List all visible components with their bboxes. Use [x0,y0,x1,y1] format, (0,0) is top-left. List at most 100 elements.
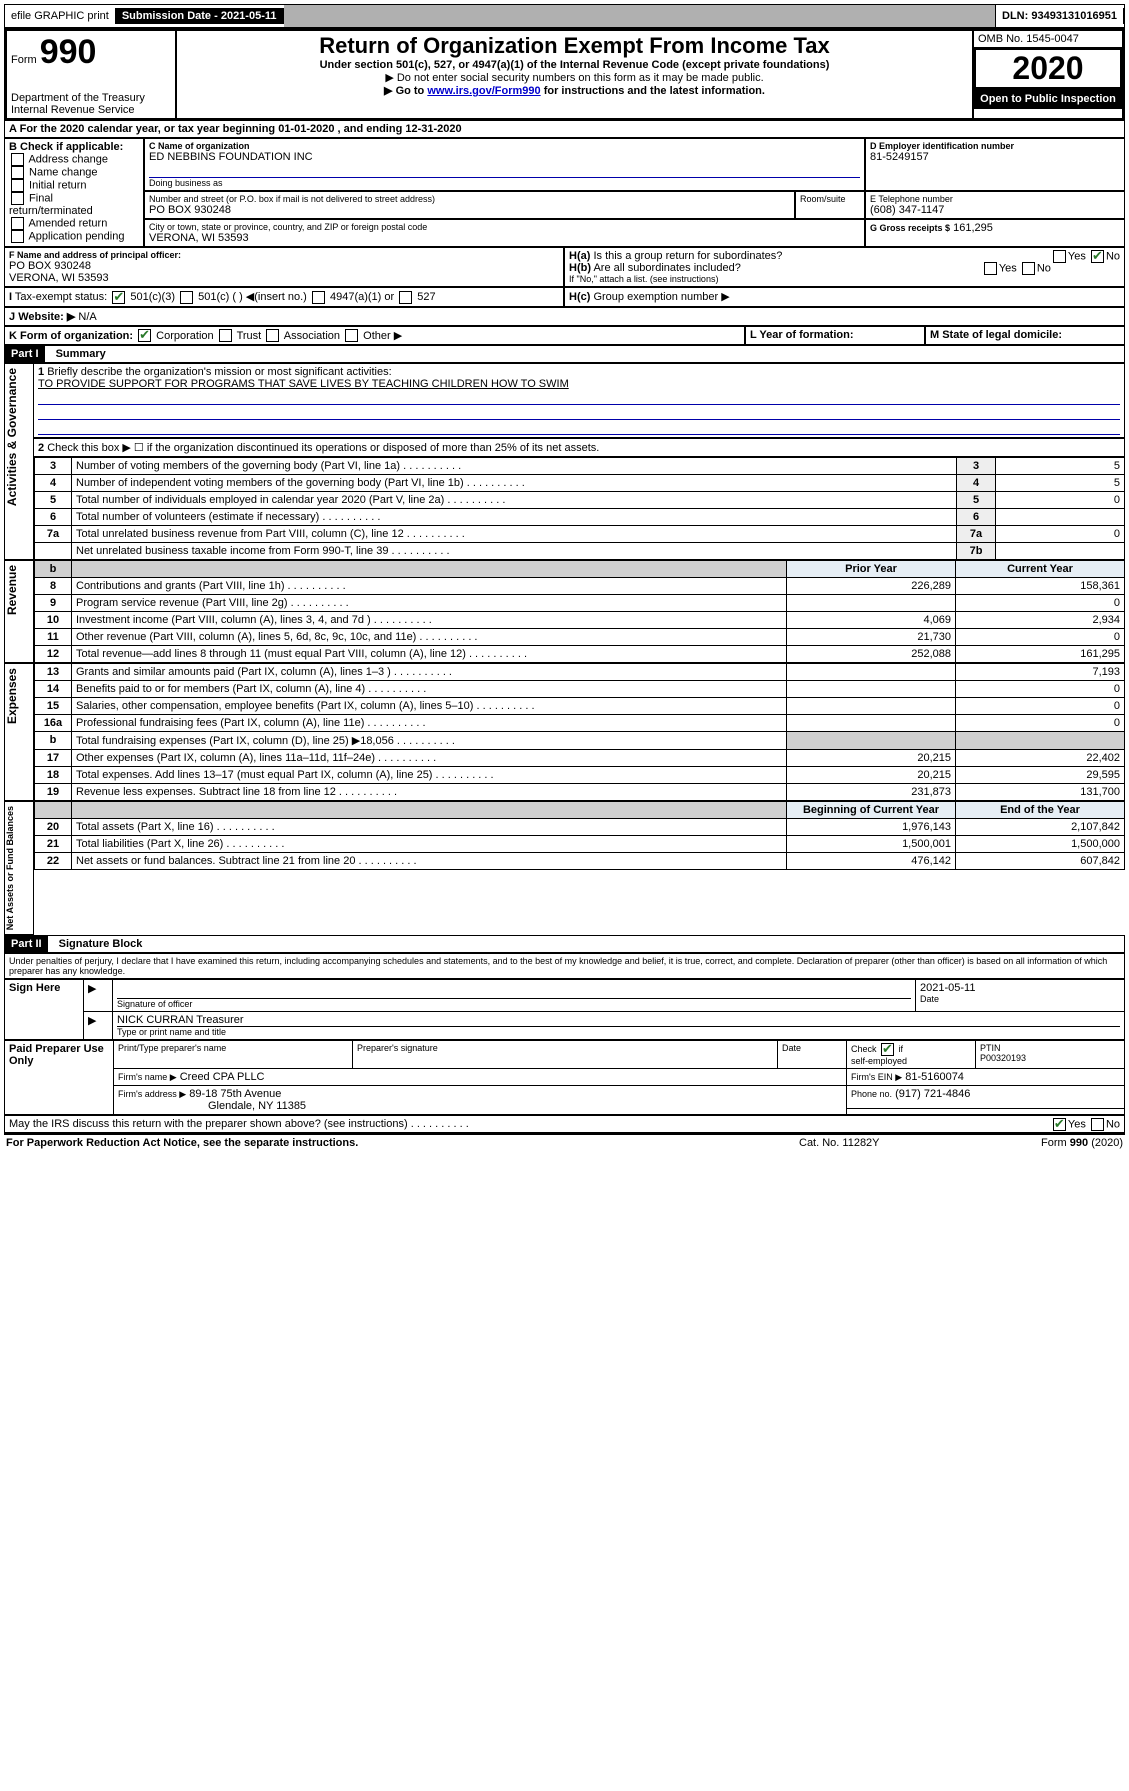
net-vlabel: Net Assets or Fund Balances [5,802,15,934]
i-opt-1: 501(c) ( ) ◀(insert no.) [198,291,307,303]
part-i-header: Part I [5,346,45,362]
c-label: C Name of organization [149,141,860,151]
officer-signature-line[interactable] [117,982,911,999]
data-line: 9Program service revenue (Part VIII, lin… [35,595,1125,612]
discuss-q: May the IRS discuss this return with the… [9,1118,408,1130]
firm-addr-label: Firm's address ▶ [118,1089,186,1099]
summary-line: Net unrelated business taxable income fr… [35,543,1125,560]
h-b-text: Are all subordinates included? [593,262,740,274]
b-checkbox[interactable] [11,230,24,243]
firm-ein: 81-5160074 [905,1071,964,1083]
h-a-text: Is this a group return for subordinates? [593,250,782,262]
addr-label: Number and street (or P.O. box if mail i… [149,194,790,204]
officer-line1: PO BOX 930248 [9,260,559,272]
ein-value: 81-5249157 [870,151,1120,163]
dba-label: Doing business as [149,178,860,188]
k-corp-checkbox[interactable] [138,329,151,342]
firm-ein-label: Firm's EIN ▶ [851,1072,902,1082]
hb-no-checkbox[interactable] [1022,262,1035,275]
data-line: 22Net assets or fund balances. Subtract … [35,853,1125,870]
b-checkbox[interactable] [11,192,24,205]
b-checkbox[interactable] [11,179,24,192]
netassets-table: Beginning of Current Year End of the Yea… [34,801,1125,870]
ptin-value: P00320193 [980,1053,1026,1063]
h-c: Group exemption number ▶ [593,291,729,303]
col-current: Current Year [956,561,1125,578]
officer-line2: VERONA, WI 53593 [9,272,559,284]
revenue-table: b Prior Year Current Year 8Contributions… [34,560,1125,663]
ha-yes-checkbox[interactable] [1053,250,1066,263]
part-ii-title: Signature Block [51,938,143,950]
b-item: Amended return [9,217,139,230]
goto-pre: ▶ Go to [384,85,427,97]
i-501c-checkbox[interactable] [180,291,193,304]
telephone: (608) 347-1147 [870,204,1120,216]
gross-receipts: 161,295 [953,222,993,234]
paid-preparer-table: Paid Preparer Use Only Print/Type prepar… [4,1040,1125,1115]
h-b-note: If "No," attach a list. (see instruction… [569,274,1120,284]
b-checkbox[interactable] [11,166,24,179]
pra-notice: For Paperwork Reduction Act Notice, see … [4,1135,797,1151]
b-item: Address change [9,153,139,166]
col-begin: Beginning of Current Year [787,802,956,819]
hb-yes-checkbox[interactable] [984,262,997,275]
discuss-no-checkbox[interactable] [1091,1118,1104,1131]
data-line: 17Other expenses (Part IX, column (A), l… [35,750,1125,767]
phone-label: Phone no. [851,1089,892,1099]
perjury-statement: Under penalties of perjury, I declare th… [4,953,1125,979]
q2-text: Check this box ▶ ☐ if the organization d… [47,442,599,454]
i-opt-2: 4947(a)(1) or [330,291,394,303]
website-value: N/A [78,311,96,323]
data-line: 14Benefits paid to or for members (Part … [35,681,1125,698]
efile-label: efile GRAPHIC print [5,8,116,24]
goto-post: for instructions and the latest informat… [544,85,765,97]
k-other-checkbox[interactable] [345,329,358,342]
i-4947-checkbox[interactable] [312,291,325,304]
i-527-checkbox[interactable] [399,291,412,304]
col-end: End of the Year [956,802,1125,819]
k-assoc-checkbox[interactable] [266,329,279,342]
data-line: 16aProfessional fundraising fees (Part I… [35,715,1125,732]
form-number: 990 [40,33,97,71]
data-line: 13Grants and similar amounts paid (Part … [35,664,1125,681]
cat-no: Cat. No. 11282Y [797,1135,961,1151]
b-checkbox[interactable] [11,217,24,230]
topbar-spacer [284,5,997,27]
discuss-dots [411,1118,469,1130]
h-a: H(a) Is this a group return for subordin… [569,250,1120,262]
gov-vlabel: Activities & Governance [5,364,19,510]
i-label: Tax-exempt status: [15,291,107,303]
dept-treasury: Department of the Treasury [11,92,171,104]
m-label: M State of legal domicile: [925,326,1125,346]
k-opt-3: Other ▶ [363,330,402,342]
type-name-label: Type or print name and title [117,1027,1120,1037]
f-label: F Name and address of principal officer: [9,250,559,260]
discuss-yes-checkbox[interactable] [1053,1118,1066,1131]
ha-no-checkbox[interactable] [1091,250,1104,263]
data-line: 8Contributions and grants (Part VIII, li… [35,578,1125,595]
data-line: 19Revenue less expenses. Subtract line 1… [35,784,1125,801]
sig-date-label: Date [920,994,1120,1004]
form-header: Form 990 Department of the Treasury Inte… [4,28,1125,121]
b-checkbox[interactable] [11,153,24,166]
pp-date-label: Date [778,1041,847,1069]
c-blank-line [149,163,860,178]
goto-link[interactable]: www.irs.gov/Form990 [427,85,540,97]
self-employed-checkbox[interactable] [881,1043,894,1056]
top-bar: efile GRAPHIC print Submission Date - 20… [4,4,1125,28]
k-trust-checkbox[interactable] [219,329,232,342]
part-ii-header: Part II [5,936,48,952]
i-501c3-checkbox[interactable] [112,291,125,304]
form-subtitle: Under section 501(c), 527, or 4947(a)(1)… [181,59,968,71]
summary-top-table: 3Number of voting members of the governi… [34,457,1125,560]
self-employed-cell: Check if self-employed [847,1041,976,1069]
k-opt-2: Association [284,330,340,342]
mission-blank-3 [38,420,1120,435]
line-a-text: For the 2020 calendar year, or tax year … [20,123,462,135]
b-item: Initial return [9,179,139,192]
form-title: Return of Organization Exempt From Incom… [181,33,968,59]
k-opt-1: Trust [237,330,262,342]
entity-block: B Check if applicable: Address change Na… [4,138,1125,247]
data-line: 11Other revenue (Part VIII, column (A), … [35,629,1125,646]
sig-date: 2021-05-11 [920,982,1120,994]
